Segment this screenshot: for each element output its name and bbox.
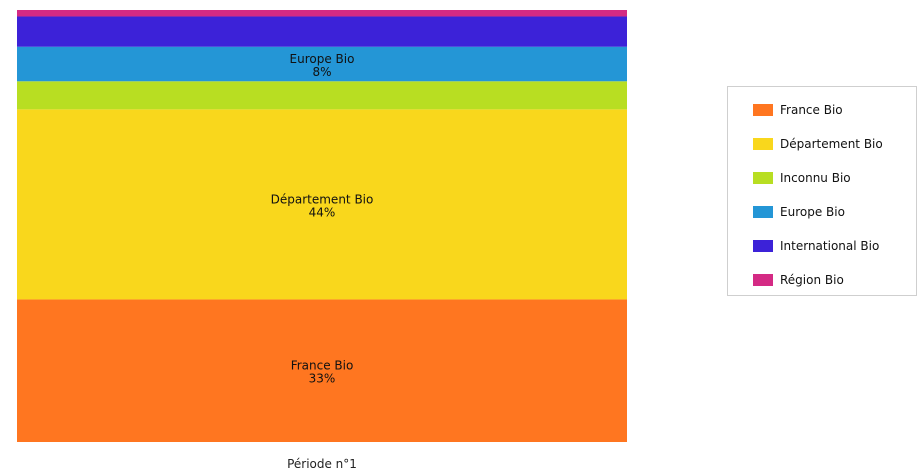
- legend-swatch: [753, 274, 773, 286]
- legend-label: Département Bio: [780, 137, 883, 151]
- legend-item-departement-bio[interactable]: Département Bio: [753, 135, 883, 153]
- segment-value-europe-bio: 8%: [312, 65, 331, 79]
- legend-item-europe-bio[interactable]: Europe Bio: [753, 203, 845, 221]
- legend-item-france-bio[interactable]: France Bio: [753, 101, 843, 119]
- segment-value-france-bio: 33%: [309, 372, 336, 386]
- legend-swatch: [753, 104, 773, 116]
- segment-value-departement-bio: 44%: [309, 205, 336, 219]
- legend-swatch: [753, 240, 773, 252]
- bar-segments: [17, 10, 627, 442]
- x-category-label: Période n°1: [287, 457, 357, 471]
- legend-swatch: [753, 172, 773, 184]
- segment-label-france-bio: France Bio: [291, 359, 354, 373]
- legend-label: International Bio: [780, 239, 880, 253]
- bar-segment-departement-bio[interactable]: [17, 109, 627, 300]
- bar-segment-region-bio[interactable]: [17, 10, 627, 17]
- legend-label: Europe Bio: [780, 205, 845, 219]
- legend-swatch: [753, 138, 773, 150]
- legend-item-inconnu-bio[interactable]: Inconnu Bio: [753, 169, 851, 187]
- legend-label: France Bio: [780, 103, 843, 117]
- bar-segment-inconnu-bio[interactable]: [17, 81, 627, 110]
- legend: France Bio Département Bio Inconnu Bio Euro…: [727, 86, 917, 296]
- legend-label: Région Bio: [780, 273, 844, 287]
- bar-segment-international-bio[interactable]: [17, 16, 627, 47]
- segment-label-departement-bio: Département Bio: [271, 192, 374, 206]
- bar-segment-france-bio[interactable]: [17, 299, 627, 442]
- segment-label-europe-bio: Europe Bio: [290, 52, 355, 66]
- legend-item-region-bio[interactable]: Région Bio: [753, 271, 844, 289]
- legend-item-international-bio[interactable]: International Bio: [753, 237, 879, 255]
- legend-label: Inconnu Bio: [780, 171, 851, 185]
- bar-segment-europe-bio[interactable]: [17, 46, 627, 82]
- legend-swatch: [753, 206, 773, 218]
